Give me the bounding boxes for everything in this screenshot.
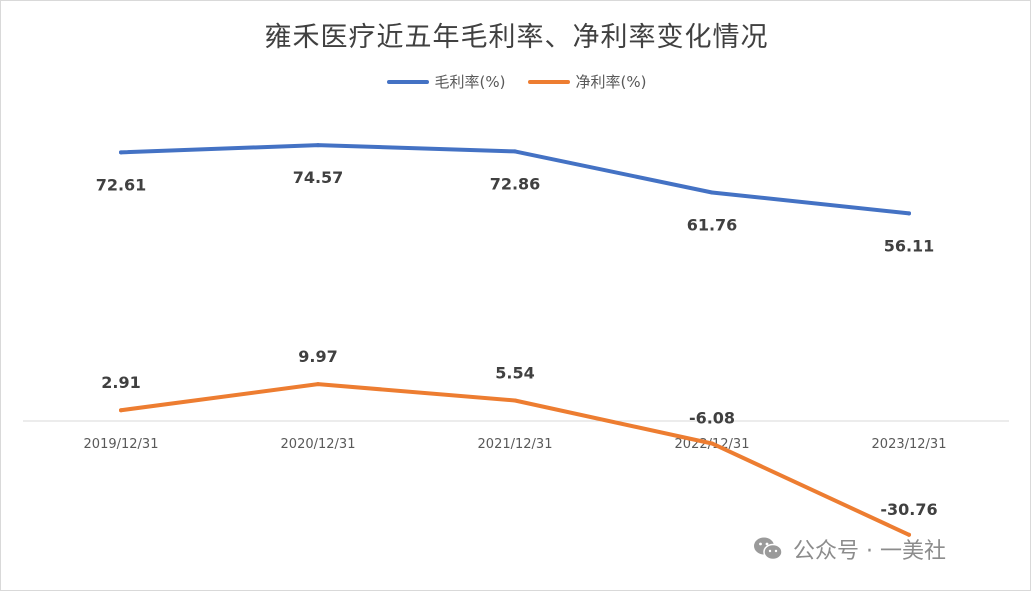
data-point [710, 190, 714, 195]
legend-item-gross-margin: 毛利率(%) [386, 71, 506, 92]
data-point [710, 441, 714, 446]
x-tick-label: 2023/12/31 [872, 437, 947, 452]
data-label: 74.57 [293, 168, 344, 187]
data-label: 61.76 [687, 215, 738, 234]
data-point [513, 149, 517, 154]
legend-item-net-margin: 净利率(%) [527, 71, 647, 92]
data-point [907, 532, 911, 537]
data-point [513, 398, 517, 403]
watermark-text: 公众号 · 一美社 [793, 539, 946, 564]
data-point [907, 211, 911, 216]
data-point [316, 143, 320, 148]
x-tick-label: 2021/12/31 [478, 437, 553, 452]
wechat-icon [754, 537, 783, 561]
data-point [316, 382, 320, 387]
data-label: -6.08 [689, 408, 735, 427]
data-label: 5.54 [495, 364, 534, 383]
legend: 毛利率(%) 净利率(%) [1, 71, 1031, 92]
data-label: 72.61 [96, 175, 147, 194]
data-point [119, 150, 123, 155]
data-label: 56.11 [884, 236, 935, 255]
series-line-net-margin [119, 382, 911, 537]
x-tick-label: 2020/12/31 [281, 437, 356, 452]
data-label: 72.86 [490, 174, 541, 193]
data-point [119, 408, 123, 413]
legend-label-gross-margin: 毛利率(%) [434, 73, 506, 91]
legend-swatch-net-margin [527, 79, 570, 84]
legend-swatch-gross-margin [386, 79, 429, 84]
data-label: -30.76 [880, 500, 937, 519]
watermark: 公众号 · 一美社 [753, 533, 946, 565]
chart-title: 雍禾医疗近五年毛利率、净利率变化情况 [264, 22, 769, 53]
x-tick-label: 2019/12/31 [84, 437, 159, 452]
data-label: 9.97 [298, 347, 337, 366]
data-label: 2.91 [101, 373, 140, 392]
legend-label-net-margin: 净利率(%) [575, 73, 647, 91]
